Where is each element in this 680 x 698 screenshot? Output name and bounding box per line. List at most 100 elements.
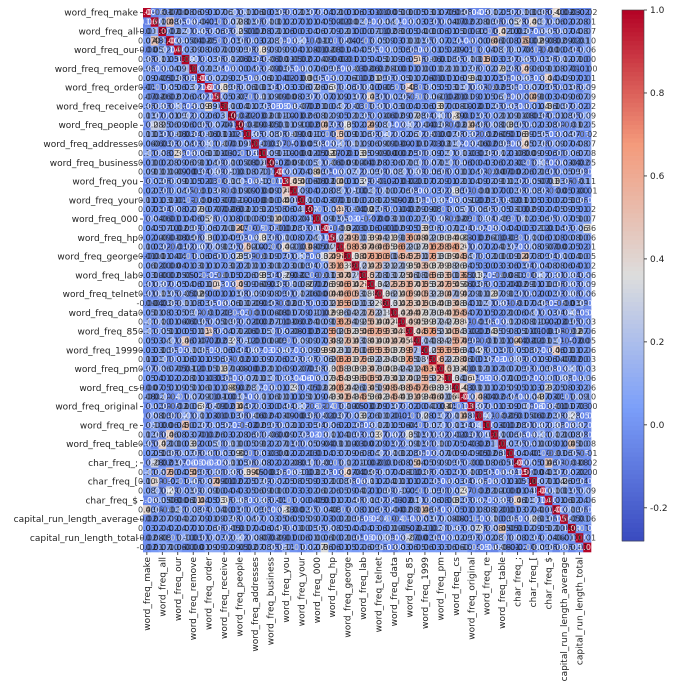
heatmap-cell — [552, 92, 561, 103]
heatmap-cell — [289, 92, 298, 103]
heatmap-cell — [359, 148, 368, 159]
heatmap-cell — [428, 8, 437, 18]
heatmap-cell — [475, 139, 484, 149]
heatmap-cell — [482, 148, 491, 159]
heatmap-cell — [251, 45, 260, 56]
cell-annotation: -0.04 — [577, 168, 598, 177]
heatmap-cell — [266, 26, 275, 37]
heatmap-cell — [482, 73, 491, 84]
heatmap-cell — [560, 45, 569, 56]
heatmap-cell — [367, 92, 376, 103]
heatmap-cell — [567, 111, 576, 121]
heatmap-cell — [382, 54, 391, 65]
heatmap-cell — [336, 129, 345, 140]
heatmap-cell — [158, 92, 167, 103]
heatmap-cell — [243, 26, 252, 37]
heatmap-cell — [289, 36, 298, 46]
heatmap-cell — [475, 64, 484, 74]
heatmap-cell — [506, 45, 515, 56]
heatmap-cell — [328, 54, 337, 65]
heatmap-cell — [374, 120, 383, 131]
heatmap-cell — [374, 36, 383, 46]
heatmap-cell — [560, 36, 569, 46]
heatmap-cell — [475, 17, 484, 28]
heatmap-cell — [513, 45, 522, 56]
heatmap-cell — [436, 17, 445, 28]
heatmap-cell — [367, 148, 376, 159]
heatmap-cell — [235, 101, 244, 112]
heatmap-cell — [320, 26, 329, 37]
heatmap-cell — [235, 26, 244, 37]
heatmap-cell — [150, 64, 159, 74]
heatmap-cell — [227, 26, 236, 37]
heatmap-cell — [413, 148, 422, 159]
heatmap-cell — [382, 17, 391, 28]
heatmap-cell — [583, 139, 592, 149]
heatmap-cell — [258, 8, 267, 18]
heatmap-cell — [529, 64, 538, 74]
heatmap-cell — [289, 26, 298, 37]
heatmap-cell — [513, 111, 522, 121]
heatmap-cell — [536, 73, 545, 84]
heatmap-cell — [436, 129, 445, 140]
heatmap-cell — [143, 54, 152, 65]
heatmap-cell — [428, 148, 437, 159]
heatmap-cell — [197, 111, 206, 121]
heatmap-cell — [421, 26, 430, 37]
heatmap-cell — [467, 64, 476, 74]
heatmap-cell — [150, 36, 159, 46]
heatmap-cell — [243, 101, 252, 112]
heatmap-cell — [436, 111, 445, 121]
heatmap-cell — [436, 8, 445, 18]
heatmap-cell — [220, 101, 229, 112]
heatmap-cell — [166, 17, 175, 28]
heatmap-cell — [173, 83, 182, 93]
heatmap-cell — [544, 45, 553, 56]
heatmap-cell — [305, 26, 314, 37]
heatmap-cell — [374, 26, 383, 37]
heatmap-cell — [459, 54, 468, 65]
heatmap-cell — [575, 139, 584, 149]
heatmap-cell — [143, 139, 152, 149]
heatmap-cell — [552, 83, 561, 93]
heatmap-cell — [567, 83, 576, 93]
heatmap-cell — [482, 92, 491, 103]
heatmap-cell — [544, 92, 553, 103]
heatmap-cell — [444, 129, 453, 140]
heatmap-cell — [336, 64, 345, 74]
heatmap-cell — [529, 73, 538, 84]
heatmap-cell — [197, 8, 206, 18]
heatmap-cell — [312, 73, 321, 84]
heatmap-cell — [536, 139, 545, 149]
cell-annotation: 0.09 — [578, 93, 596, 102]
heatmap-cell — [575, 83, 584, 93]
heatmap-cell — [475, 111, 484, 121]
heatmap-cell — [305, 139, 314, 149]
heatmap-cell — [297, 17, 306, 28]
heatmap-cell — [197, 120, 206, 131]
heatmap-cell — [405, 158, 414, 168]
heatmap-cell — [282, 111, 291, 121]
heatmap-cell — [312, 129, 321, 140]
heatmap-cell — [482, 64, 491, 74]
heatmap-cell — [382, 148, 391, 159]
heatmap-cell — [421, 64, 430, 74]
heatmap-cell — [212, 139, 221, 149]
heatmap-cell — [181, 92, 190, 103]
heatmap-cell — [243, 129, 252, 140]
heatmap-cell — [336, 120, 345, 131]
heatmap-cell — [405, 64, 414, 74]
heatmap-cell — [428, 36, 437, 46]
heatmap-cell — [312, 92, 321, 103]
heatmap-cell — [143, 83, 152, 93]
heatmap-cell — [413, 111, 422, 121]
heatmap-cell — [197, 36, 206, 46]
heatmap-cell — [282, 139, 291, 149]
heatmap-cell — [552, 148, 561, 159]
cell-annotation: 0.05 — [578, 121, 596, 130]
heatmap-cell — [227, 158, 236, 168]
heatmap-cell — [552, 120, 561, 131]
heatmap-cell — [204, 36, 213, 46]
heatmap-cell — [475, 101, 484, 112]
